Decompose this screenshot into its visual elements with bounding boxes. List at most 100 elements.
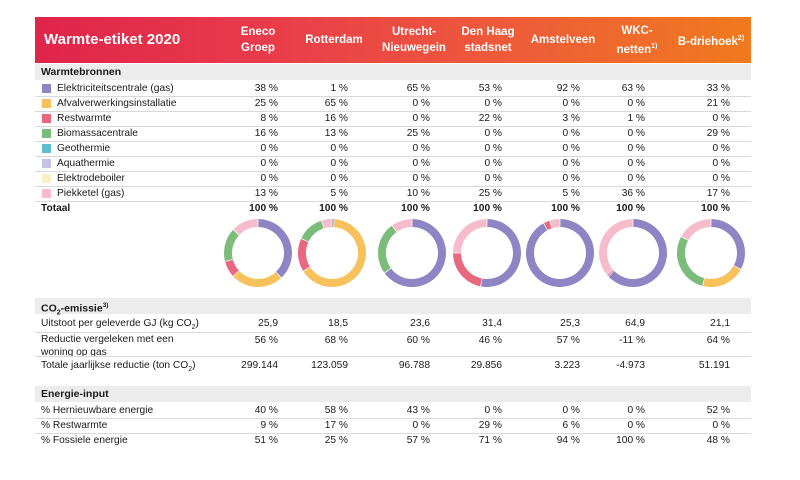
value-cell: 100 % [616,435,645,446]
donut-segment [233,219,258,235]
value-cell: 29.856 [470,360,502,371]
value-cell: 0 % [562,405,580,416]
donut-segment [332,219,334,228]
value-cell: 48 % [706,435,730,446]
value-cell: 56 % [254,335,278,346]
legend-swatch [42,84,51,93]
value-cell: 0 % [562,128,580,139]
donut-segment [549,219,560,229]
donut-chart [298,219,366,287]
value-cell: 13 % [254,188,278,199]
value-cell: 25,9 [258,318,278,329]
value-cell: 31,4 [482,318,502,329]
divider [35,418,751,419]
value-cell: 1 % [627,113,645,124]
column-header-amstelveen: Amstelveen [530,34,596,46]
energie-label: % Hernieuwbare energie [41,405,154,416]
value-cell: 0 % [627,158,645,169]
value-cell: 64 % [706,335,730,346]
source-row: Aquathermie 0 % 0 % 0 % 0 % 0 % 0 % 0 % [35,156,751,171]
co2-reductie-row: Reductie vergeleken met een woning op gas… [35,333,751,361]
donut-segment [481,219,521,287]
donut-segment [258,219,292,278]
donut-segment [453,219,487,253]
value-cell: 25 % [478,188,502,199]
table-header: Warmte-etiket 2020 Eneco Groep Rotterdam … [35,17,751,63]
column-header-wkc-netten: WKC-netten1) [616,24,658,56]
legend-swatch [42,174,51,183]
donut-segment [543,220,552,231]
value-cell: 43 % [406,405,430,416]
value-cell: 0 % [712,143,730,154]
value-cell: 0 % [627,420,645,431]
value-cell: 92 % [556,83,580,94]
value-cell: 53 % [478,83,502,94]
value-cell: 100 % [319,203,348,214]
divider [35,156,751,157]
donut-segment [301,220,324,242]
table-title: Warmte-etiket 2020 [44,31,181,48]
value-cell: 65 % [324,98,348,109]
energie-row: % Restwarmte 9 % 17 % 0 % 29 % 6 % 0 % 0 % [35,418,751,433]
donut-chart [453,219,521,287]
column-header-b-driehoek: B-driehoek2) [677,34,745,48]
value-cell: 58 % [324,405,348,416]
legend-swatch [42,189,51,198]
donut-segment [526,219,594,287]
legend-swatch [42,114,51,123]
donut-chart [378,219,446,287]
value-cell: 94 % [556,435,580,446]
value-cell: 100 % [551,203,580,214]
source-label: Restwarmte [57,113,112,124]
value-cell: 0 % [712,158,730,169]
divider [35,186,751,187]
legend-swatch [42,129,51,138]
value-cell: 0 % [330,158,348,169]
divider [35,171,751,172]
source-row: Geothermie 0 % 0 % 0 % 0 % 0 % 0 % 0 % [35,141,751,156]
value-cell: 60 % [406,335,430,346]
donut-segment [298,238,310,271]
value-cell: 9 % [260,420,278,431]
divider [35,201,751,202]
value-cell: 40 % [254,405,278,416]
source-label: Geothermie [57,143,111,154]
energie-label: % Fossiele energie [41,435,128,446]
energie-row: % Fossiele energie 51 % 25 % 57 % 71 % 94 % 10… [35,433,751,448]
divider [35,332,751,333]
legend-swatch [42,99,51,108]
section-energie-input: Energie-input [35,386,751,402]
donut-chart [526,219,594,287]
energie-label: % Restwarmte [41,420,108,431]
column-header-utrecht-nieuwegein: Utrecht- Nieuwegein [382,26,446,54]
value-cell: -4.973 [616,360,645,371]
donut-segment [608,219,667,287]
source-row: Restwarmte 8 % 16 % 0 % 22 % 3 % 1 % 0 % [35,111,751,126]
value-cell: 0 % [484,143,502,154]
donut-chart [599,219,667,287]
value-cell: 0 % [484,405,502,416]
value-cell: 5 % [562,188,580,199]
energie-row: % Hernieuwbare energie 40 % 58 % 43 % 0 % 0 %… [35,403,751,418]
co2-uitstoot-label: Uitstoot per geleverde GJ (kg CO2) [41,318,199,332]
co2-reductie-label: Reductie vergeleken met een woning op gas [41,334,174,358]
value-cell: 0 % [484,128,502,139]
source-label: Piekketel (gas) [57,188,125,199]
source-label: Elektrodeboiler [57,173,125,184]
value-cell: 100 % [473,203,502,214]
divider [35,96,751,97]
donut-segment [321,219,332,229]
source-row: Elektriciteitscentrale (gas) 38 % 1 % 65 % 5… [35,81,751,96]
section-co2-emissie: CO2-emissie3) [35,298,751,317]
value-cell: 0 % [562,98,580,109]
value-cell: 8 % [260,113,278,124]
value-cell: 0 % [484,158,502,169]
donut-segment [607,269,614,276]
value-cell: 71 % [478,435,502,446]
donut-chart [224,219,292,287]
donut-segment [378,225,397,273]
value-cell: 100 % [401,203,430,214]
value-cell: 36 % [621,188,645,199]
legend-swatch [42,144,51,153]
column-header-eneco-groep: Eneco Groep [240,26,276,54]
